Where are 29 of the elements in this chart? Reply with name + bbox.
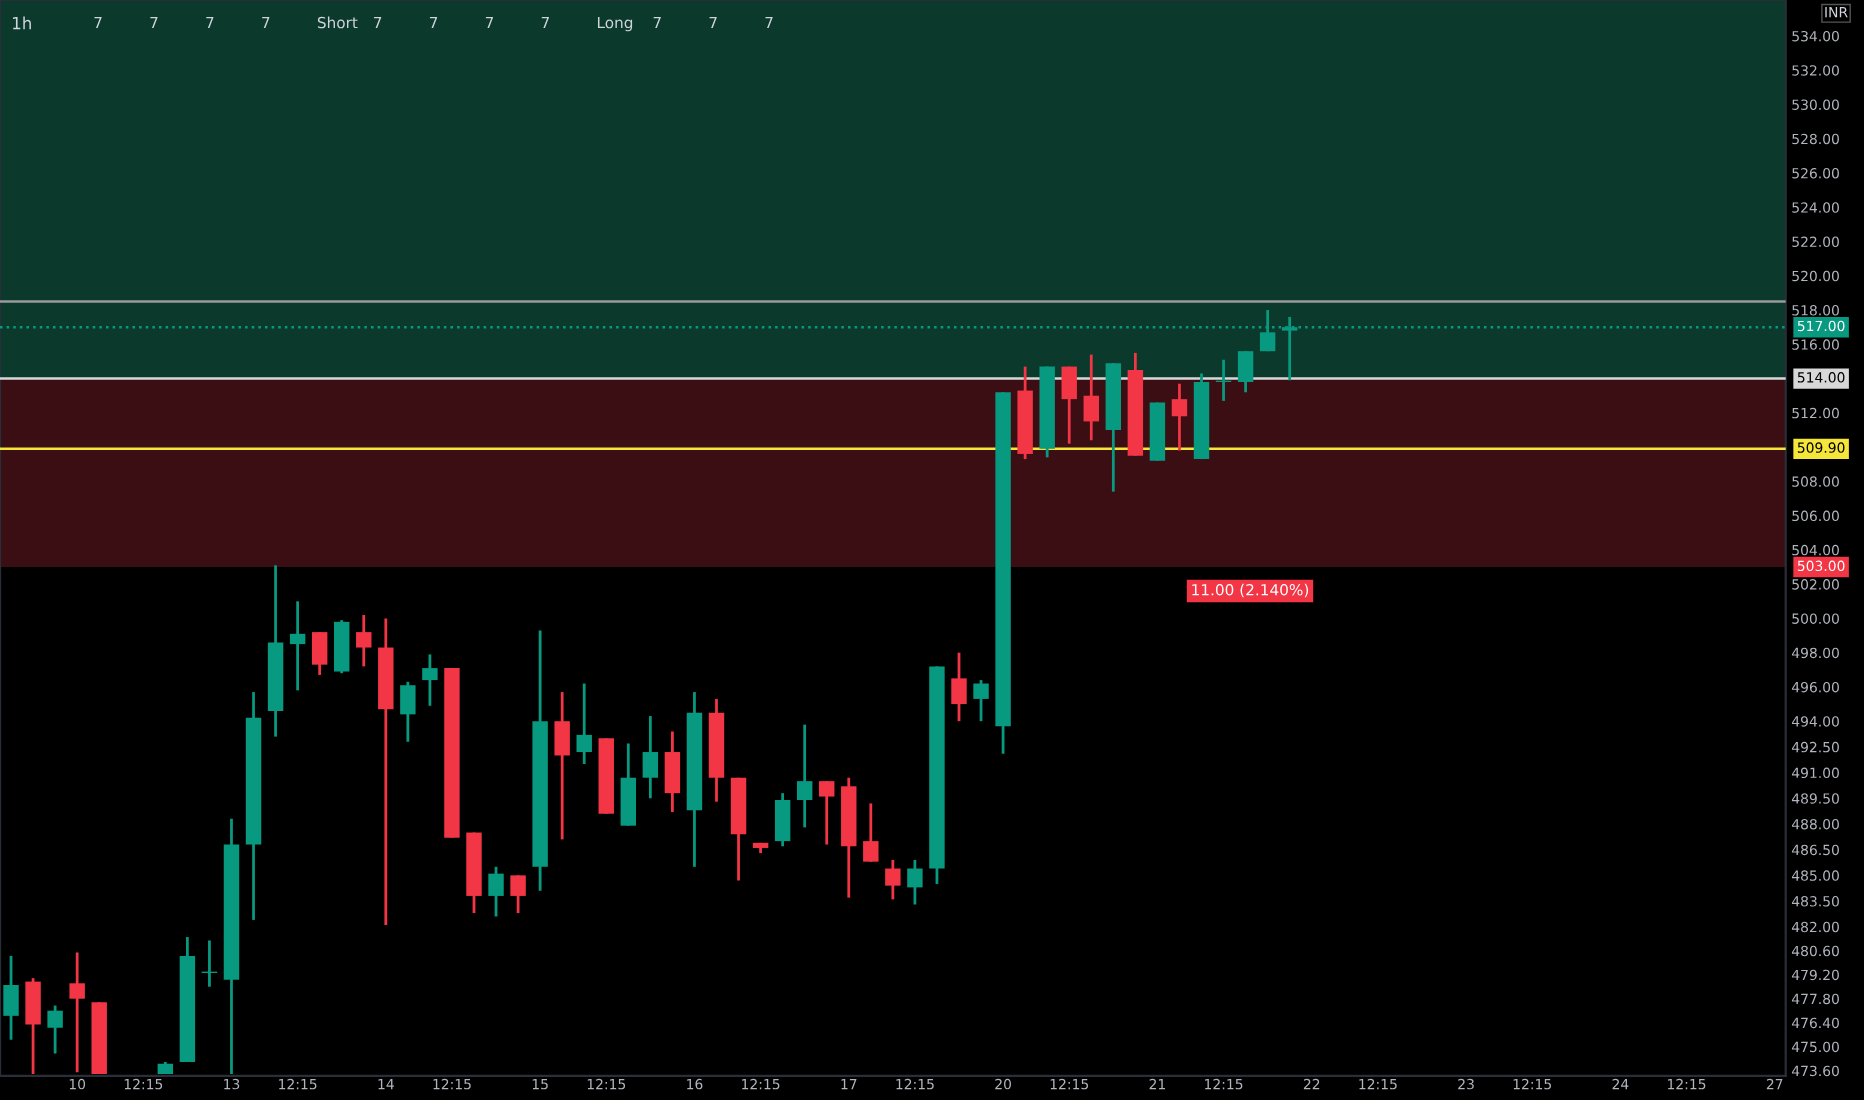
candlestick [488, 865, 504, 918]
candlestick [1171, 382, 1188, 452]
candlestick [774, 791, 791, 848]
candlestick [3, 954, 19, 1042]
candlestick [400, 680, 416, 744]
candlestick [1061, 365, 1077, 446]
candlestick [819, 779, 835, 846]
candlestick [356, 613, 372, 668]
candlestick [664, 730, 681, 814]
candlestick [47, 1004, 63, 1055]
candlestick [311, 630, 328, 677]
candlestick [576, 682, 592, 766]
candlestick [422, 653, 438, 708]
text: 1h [13, 16, 31, 30]
candlestick [863, 802, 879, 864]
candlestick [289, 599, 306, 692]
candlestick [951, 651, 967, 723]
candlestick [796, 723, 813, 829]
candlestick [510, 873, 526, 915]
candlestick [69, 951, 85, 1074]
candlestick [1083, 353, 1099, 442]
candlestick [554, 690, 570, 841]
candlestick [885, 858, 901, 901]
candlestick [25, 976, 41, 1076]
candlestick [907, 858, 923, 906]
candlestick [620, 742, 637, 828]
candlestick [642, 714, 659, 800]
candlestick [1237, 349, 1254, 394]
candlestick [973, 678, 989, 723]
